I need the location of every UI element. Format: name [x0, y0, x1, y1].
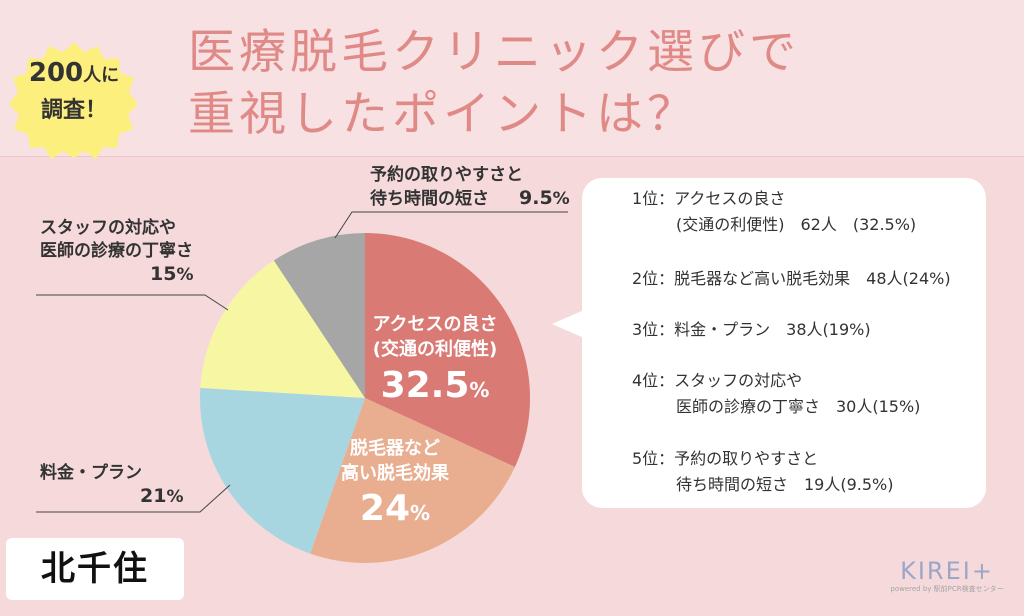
rank-4-line1: 4位：スタッフの対応や [632, 371, 803, 390]
inner-effect-value: 24 [359, 488, 411, 529]
rank-1-line2: (交通の利便性) 62人 (32.5%) [676, 215, 917, 234]
inner-access-line1: アクセスの良さ [372, 314, 498, 335]
rank-3-line1: 3位：料金・プラン 38人(19%) [632, 320, 871, 339]
outer-label-price: 料金・プラン 21% [40, 462, 184, 509]
staff-unit: % [176, 265, 194, 285]
badge-count: 200人に [28, 58, 120, 88]
rank-item-3: 3位：料金・プラン 38人(19%) [632, 317, 871, 343]
reserve-line1: 予約の取りやすさと [370, 165, 523, 185]
rank-item-1: 1位：アクセスの良さ (交通の利便性) 62人 (32.5%) [632, 186, 916, 238]
header-band [0, 0, 1024, 156]
rank-5-line1: 5位：予約の取りやすさと [632, 449, 819, 468]
brand-logo: KIREI+ powered by 駅前PCR検査センター [882, 558, 1012, 594]
outer-label-staff: スタッフの対応や 医師の診療の丁寧さ 15% [40, 217, 194, 287]
location-label: 北千住 [6, 538, 184, 600]
inner-effect-line1: 脱毛器など [350, 438, 440, 459]
inner-effect-line2: 高い脱毛効果 [341, 463, 449, 484]
leader-lines [36, 211, 568, 513]
price-value: 21 [140, 485, 167, 507]
pie-slice-3 [199, 387, 365, 554]
title-line2: 重視したポイントは？ [188, 87, 698, 142]
logo-main: KIREI+ [900, 557, 994, 585]
reserve-value: 9.5 [519, 187, 553, 209]
rank-2-line1: 2位：脱毛器など高い脱毛効果 48人(24%) [632, 269, 951, 288]
rank-item-5: 5位：予約の取りやすさと 待ち時間の短さ 19人(9.5%) [632, 446, 894, 498]
survey-badge: 200人に 調査！ [8, 40, 140, 160]
leader-line-staff [36, 294, 229, 311]
rank-item-4: 4位：スタッフの対応や 医師の診療の丁寧さ 30人(15%) [632, 368, 920, 420]
price-unit: % [166, 487, 184, 507]
rank-1-line1: 1位：アクセスの良さ [632, 189, 786, 208]
inner-access-unit: % [469, 378, 490, 402]
logo-sub: powered by 駅前PCR検査センター [890, 585, 1004, 593]
reserve-line2: 待ち時間の短さ [370, 189, 489, 209]
pie-slice-2 [310, 398, 515, 564]
inner-label-effect: 脱毛器など 高い脱毛効果 24% [320, 436, 470, 536]
reserve-unit: % [552, 189, 570, 209]
rank-item-2: 2位：脱毛器など高い脱毛効果 48人(24%) [632, 266, 951, 292]
staff-value: 15 [150, 263, 177, 285]
leader-line-reserve [334, 211, 568, 239]
rank-5-line2: 待ち時間の短さ 19人(9.5%) [676, 475, 894, 494]
bubble-tail [552, 310, 584, 338]
price-line1: 料金・プラン [40, 463, 142, 483]
inner-label-access: アクセスの良さ (交通の利便性) 32.5% [360, 312, 510, 414]
outer-label-reserve: 予約の取りやすさと 待ち時間の短さ 9.5% [370, 164, 570, 211]
rank-4-line2: 医師の診療の丁寧さ 30人(15%) [676, 397, 921, 416]
ranking-panel [582, 178, 986, 508]
pie-slice-1 [365, 233, 531, 467]
inner-effect-unit: % [410, 501, 431, 525]
inner-access-value: 32.5 [380, 365, 470, 406]
staff-line1: スタッフの対応や [40, 218, 176, 238]
inner-access-line2: (交通の利便性) [372, 339, 498, 360]
staff-line2: 医師の診療の丁寧さ [40, 241, 193, 261]
header-divider [0, 156, 1024, 157]
pie-slice-4 [200, 260, 365, 398]
badge-burst-icon [9, 42, 138, 159]
title-line1: 医療脱毛クリニック選びで [188, 25, 800, 80]
leader-line-price [36, 484, 231, 513]
page-title: 医療脱毛クリニック選びで 重視したポイントは？ [188, 22, 800, 146]
pie-slice-5 [273, 233, 365, 398]
badge-line2: 調査！ [40, 98, 107, 123]
